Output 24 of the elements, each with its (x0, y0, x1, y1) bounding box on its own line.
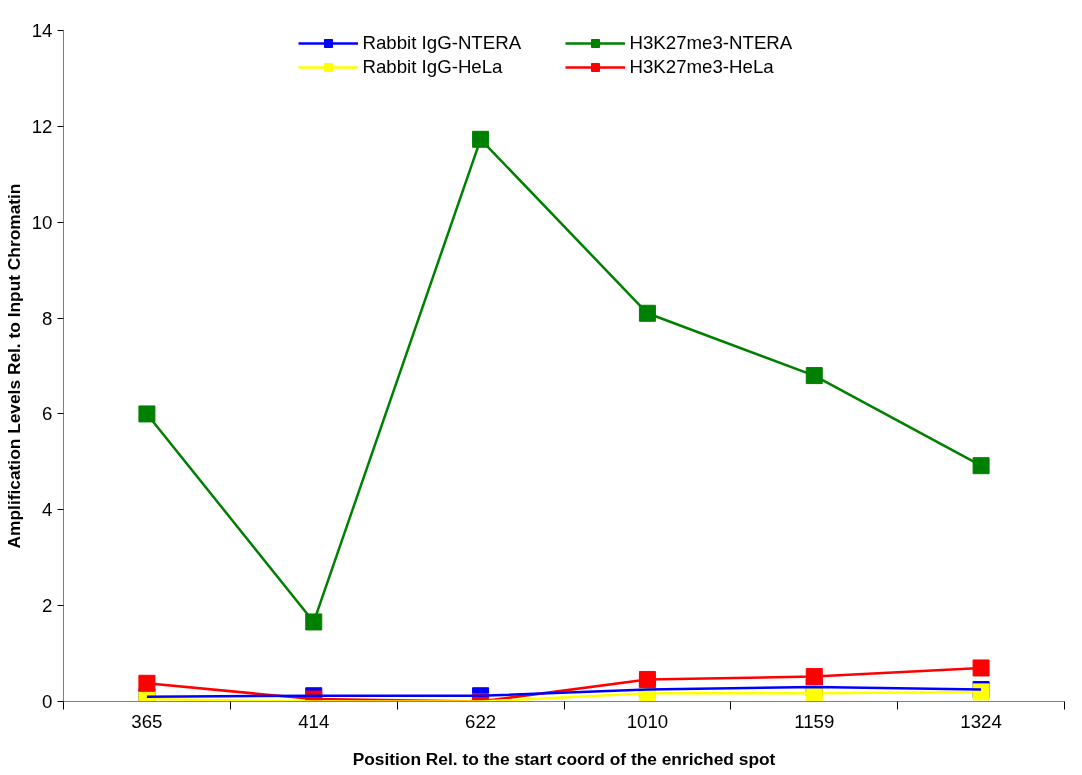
y-tick-label: 10 (31, 211, 53, 233)
legend-label: Rabbit IgG-NTERA (362, 32, 523, 54)
x-tick-label: 1010 (626, 710, 669, 732)
x-axis-title: Position Rel. to the start coord of the enriched spot (352, 748, 776, 769)
y-tick-label: 8 (42, 307, 53, 329)
y-axis-title: Amplification Levels Rel. to Input Chromatin (3, 183, 24, 549)
x-tick-label: 414 (298, 710, 330, 732)
point (972, 457, 990, 475)
y-tick-label: 0 (42, 691, 53, 712)
x-tick-label: 1324 (960, 710, 1002, 732)
y-tick-label: 14 (31, 20, 53, 41)
point (138, 405, 156, 423)
legend-label: Rabbit IgG-HeLa (362, 56, 504, 78)
x-tick-label: 622 (465, 710, 497, 732)
x-tick-label: 365 (131, 710, 163, 732)
point (138, 674, 156, 692)
point (972, 659, 990, 677)
y-tick-label: 2 (42, 595, 53, 617)
legend-label: H3K27me3-HeLa (629, 56, 775, 78)
legend-label: H3K27me3-NTERA (629, 32, 794, 54)
y-tick-label: 6 (42, 403, 53, 425)
x-tick-label: 1159 (794, 710, 835, 732)
y-tick-label: 12 (31, 115, 53, 137)
y-tick-label: 4 (42, 499, 53, 521)
